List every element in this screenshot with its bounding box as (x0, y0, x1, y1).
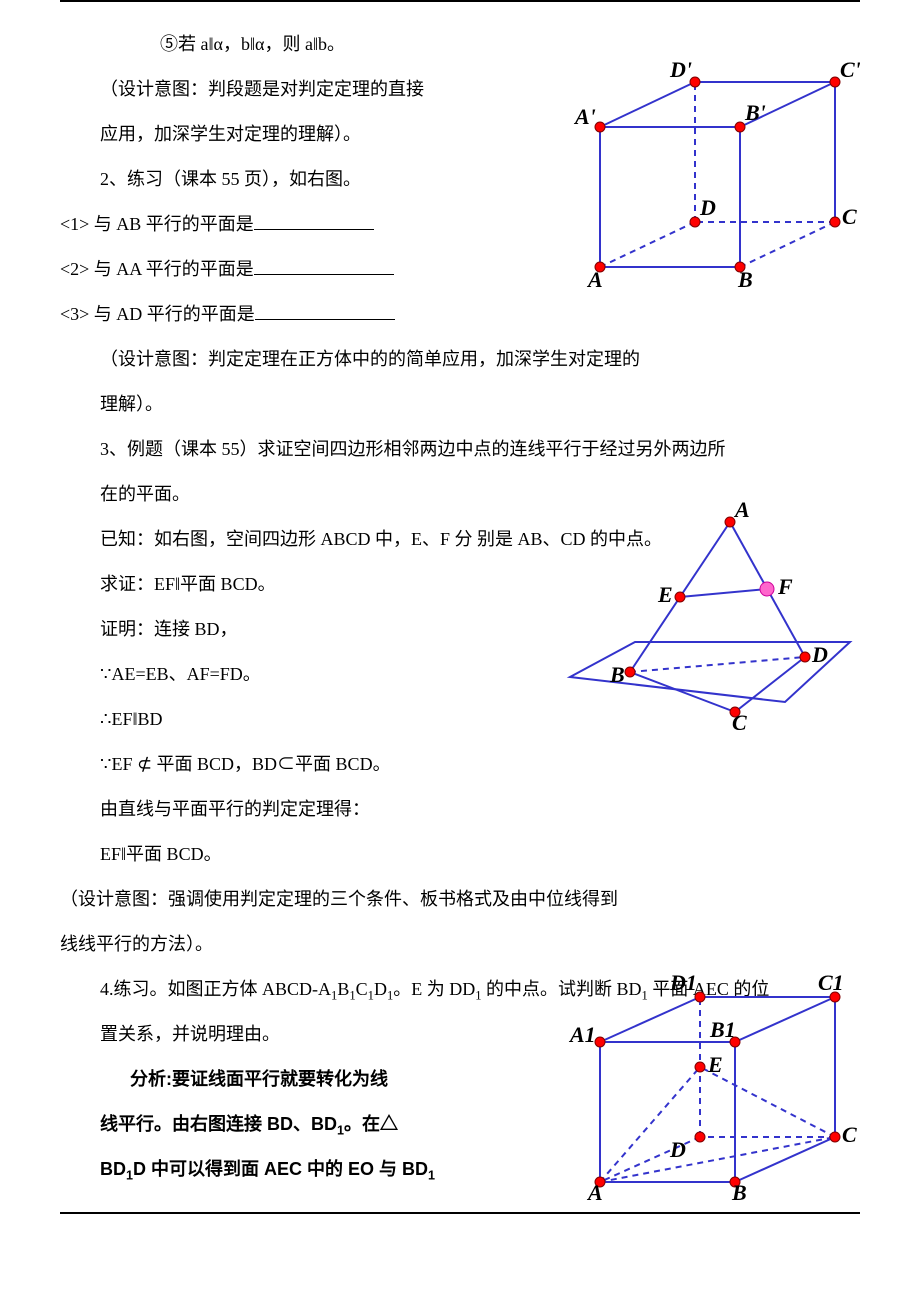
t-label-B: B (609, 662, 625, 687)
t-label-D: D (811, 642, 828, 667)
ex4-frag-c: C (356, 979, 368, 999)
label-D: D (699, 195, 716, 220)
t-label-E: E (657, 582, 673, 607)
label-B: B (737, 267, 753, 292)
content-area: ⑤若 a‖α，b‖α，则 a‖b。 （设计意图：判段题是对判定定理的直接 应用，… (60, 0, 860, 1214)
blank-2[interactable] (254, 258, 394, 275)
blank-1[interactable] (254, 213, 374, 230)
ex4-frag-b: B (337, 979, 349, 999)
t-label-A: A (733, 502, 750, 522)
cube-diagram-1: A B C D A' B' C' D' (560, 52, 860, 292)
label-Cp: C' (840, 57, 860, 82)
sub-2a: 1 (337, 1124, 344, 1138)
c2-label-A: A (586, 1180, 603, 1202)
design-intent-3b: 线线平行的方法）。 (60, 922, 860, 967)
label-A: A (586, 267, 603, 292)
an3-b: D 中可以得到面 AEC 中的 EO 与 BD (133, 1159, 428, 1179)
ex4-frag-d: D (374, 979, 387, 999)
proof-4: ∵EF ⊄ 平面 BCD，BD⊂平面 BCD。 (60, 742, 860, 787)
tetrahedron-diagram: A B C D E F (560, 502, 860, 732)
t-label-F: F (777, 574, 793, 599)
c2-label-A1: A1 (568, 1022, 596, 1047)
q1-text: <1> 与 AB 平行的平面是 (60, 214, 254, 234)
proof-5: 由直线与平面平行的判定定理得： (60, 787, 860, 832)
design-intent-3a: （设计意图：强调使用判定定理的三个条件、板书格式及由中位线得到 (60, 877, 860, 922)
an2-a: 线平行。由右图连接 BD、BD (100, 1114, 337, 1134)
blank-3[interactable] (255, 303, 395, 320)
c2-label-D: D (669, 1137, 686, 1162)
t-label-C: C (732, 710, 747, 732)
proof-6: EF‖平面 BCD。 (60, 832, 860, 877)
design-intent-2b: 理解）。 (60, 382, 860, 427)
q3: <3> 与 AD 平行的平面是 (60, 292, 860, 337)
design-intent-2a: （设计意图：判定定理在正方体中的的简单应用，加深学生对定理的 (60, 337, 860, 382)
q2-text: <2> 与 AA 平行的平面是 (60, 259, 254, 279)
c2-label-E: E (707, 1052, 723, 1077)
c2-label-B1: B1 (709, 1017, 736, 1042)
example-3a: 3、例题（课本 55）求证空间四边形相邻两边中点的连线平行于经过另外两边所 (60, 427, 860, 472)
cube-diagram-2: A B C D A1 B1 C1 D1 E (560, 962, 860, 1202)
c2-label-B: B (731, 1180, 747, 1202)
label-Bp: B' (744, 100, 766, 125)
label-C: C (842, 204, 857, 229)
ex4-frag-e: 。E 为 DD (393, 979, 475, 999)
c2-label-C1: C1 (818, 970, 844, 995)
ex4-frag-a: 4.练习。如图正方体 ABCD-A (100, 979, 331, 999)
sub-3b: 1 (428, 1169, 435, 1183)
label-Dp: D' (669, 57, 692, 82)
an3-a: BD (100, 1159, 126, 1179)
an2-b: 。在△ (344, 1114, 398, 1134)
sub-3a: 1 (126, 1169, 133, 1183)
c2-label-D1: D1 (669, 970, 697, 995)
c2-label-C: C (842, 1122, 857, 1147)
label-Ap: A' (573, 104, 596, 129)
page: ⑤若 a‖α，b‖α，则 a‖b。 （设计意图：判段题是对判定定理的直接 应用，… (0, 0, 920, 1254)
q3-text: <3> 与 AD 平行的平面是 (60, 304, 255, 324)
